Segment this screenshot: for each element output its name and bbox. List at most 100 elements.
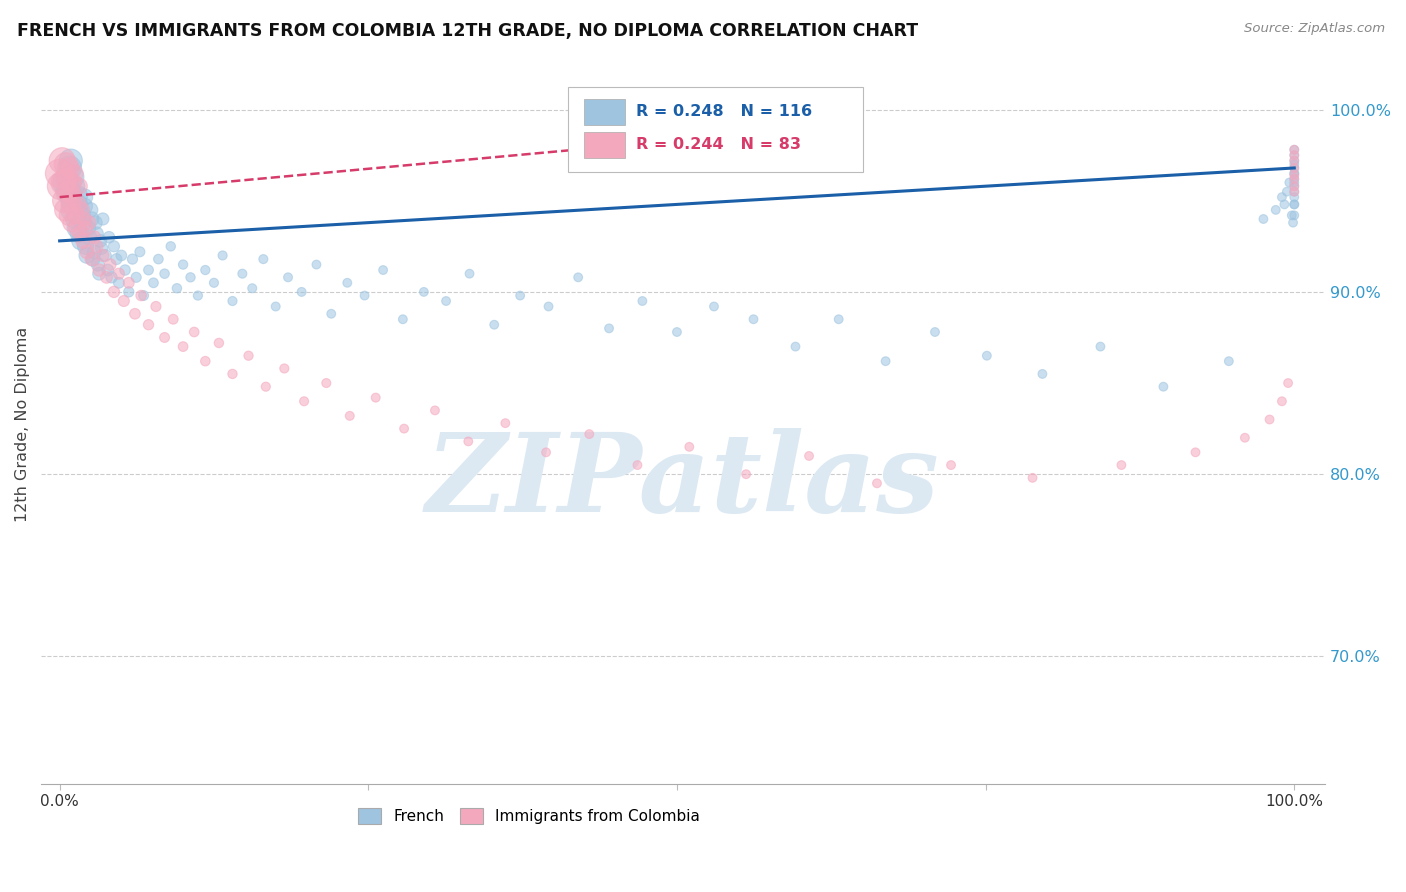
Point: [371, 263, 394, 277]
Point: [183, 325, 205, 339]
Point: [1284, 157, 1306, 171]
Point: [125, 270, 148, 285]
Point: [1284, 148, 1306, 162]
Point: [1282, 216, 1305, 230]
Point: [1184, 445, 1206, 459]
Point: [69, 234, 91, 248]
Point: [98, 230, 121, 244]
Point: [866, 476, 889, 491]
Point: [76, 244, 98, 259]
Point: [110, 248, 132, 262]
Point: [75, 239, 97, 253]
Point: [172, 340, 194, 354]
Point: [598, 321, 620, 335]
Point: [1284, 166, 1306, 180]
Point: [63, 179, 86, 194]
Point: [59, 153, 82, 168]
Point: [1284, 148, 1306, 162]
Point: [83, 244, 105, 259]
Point: [58, 161, 80, 175]
Legend: French, Immigrants from Colombia: French, Immigrants from Colombia: [353, 802, 706, 830]
Point: [166, 281, 188, 295]
Point: [60, 176, 83, 190]
Text: ZIPatlas: ZIPatlas: [426, 428, 941, 535]
Point: [875, 354, 897, 368]
Point: [1284, 176, 1306, 190]
Point: [537, 300, 560, 314]
Point: [221, 293, 243, 308]
Point: [70, 208, 93, 222]
Point: [1284, 166, 1306, 180]
Point: [65, 208, 87, 222]
Point: [84, 216, 107, 230]
Point: [1284, 143, 1306, 157]
Point: [77, 221, 100, 235]
Point: [66, 221, 89, 235]
Point: [1031, 367, 1053, 381]
Point: [1111, 458, 1133, 472]
Point: [60, 202, 83, 217]
Point: [159, 239, 181, 253]
Point: [118, 276, 141, 290]
Point: [138, 263, 160, 277]
Point: [273, 361, 295, 376]
Point: [94, 248, 117, 262]
Point: [58, 208, 80, 222]
Point: [58, 185, 80, 199]
Point: [128, 244, 150, 259]
Point: [62, 170, 84, 185]
FancyBboxPatch shape: [568, 87, 863, 172]
Point: [58, 185, 80, 199]
Point: [72, 234, 94, 248]
Point: [86, 227, 108, 241]
Point: [55, 202, 77, 217]
Point: [75, 221, 97, 235]
Point: [105, 252, 128, 266]
Point: [153, 330, 176, 344]
Point: [153, 267, 176, 281]
Point: [336, 276, 359, 290]
Text: R = 0.244   N = 83: R = 0.244 N = 83: [636, 137, 800, 153]
Point: [89, 234, 111, 248]
Point: [458, 267, 481, 281]
Point: [97, 263, 120, 277]
Point: [67, 227, 90, 241]
Point: [77, 230, 100, 244]
Point: [264, 300, 287, 314]
Point: [62, 190, 84, 204]
Point: [145, 300, 167, 314]
Point: [51, 153, 73, 168]
Text: R = 0.248   N = 116: R = 0.248 N = 116: [636, 104, 811, 119]
Point: [59, 197, 82, 211]
Point: [202, 276, 225, 290]
Point: [254, 380, 277, 394]
Point: [221, 367, 243, 381]
Point: [58, 161, 80, 175]
Point: [1258, 412, 1281, 426]
Point: [60, 194, 83, 208]
Point: [392, 422, 415, 436]
Point: [83, 230, 105, 244]
Point: [412, 285, 434, 299]
Point: [67, 197, 90, 211]
Point: [742, 312, 765, 326]
Point: [277, 270, 299, 285]
Point: [73, 212, 96, 227]
Point: [1278, 176, 1301, 190]
Point: [211, 248, 233, 262]
Point: [67, 197, 90, 211]
Point: [252, 252, 274, 266]
Point: [1253, 212, 1275, 227]
Point: [534, 445, 557, 459]
Point: [194, 263, 217, 277]
Point: [98, 258, 121, 272]
Point: [976, 349, 998, 363]
Point: [457, 434, 479, 449]
Point: [76, 248, 98, 262]
Point: [484, 318, 506, 332]
Point: [1271, 190, 1294, 204]
Point: [353, 288, 375, 302]
Point: [315, 376, 337, 390]
Point: [73, 190, 96, 204]
Point: [1284, 208, 1306, 222]
